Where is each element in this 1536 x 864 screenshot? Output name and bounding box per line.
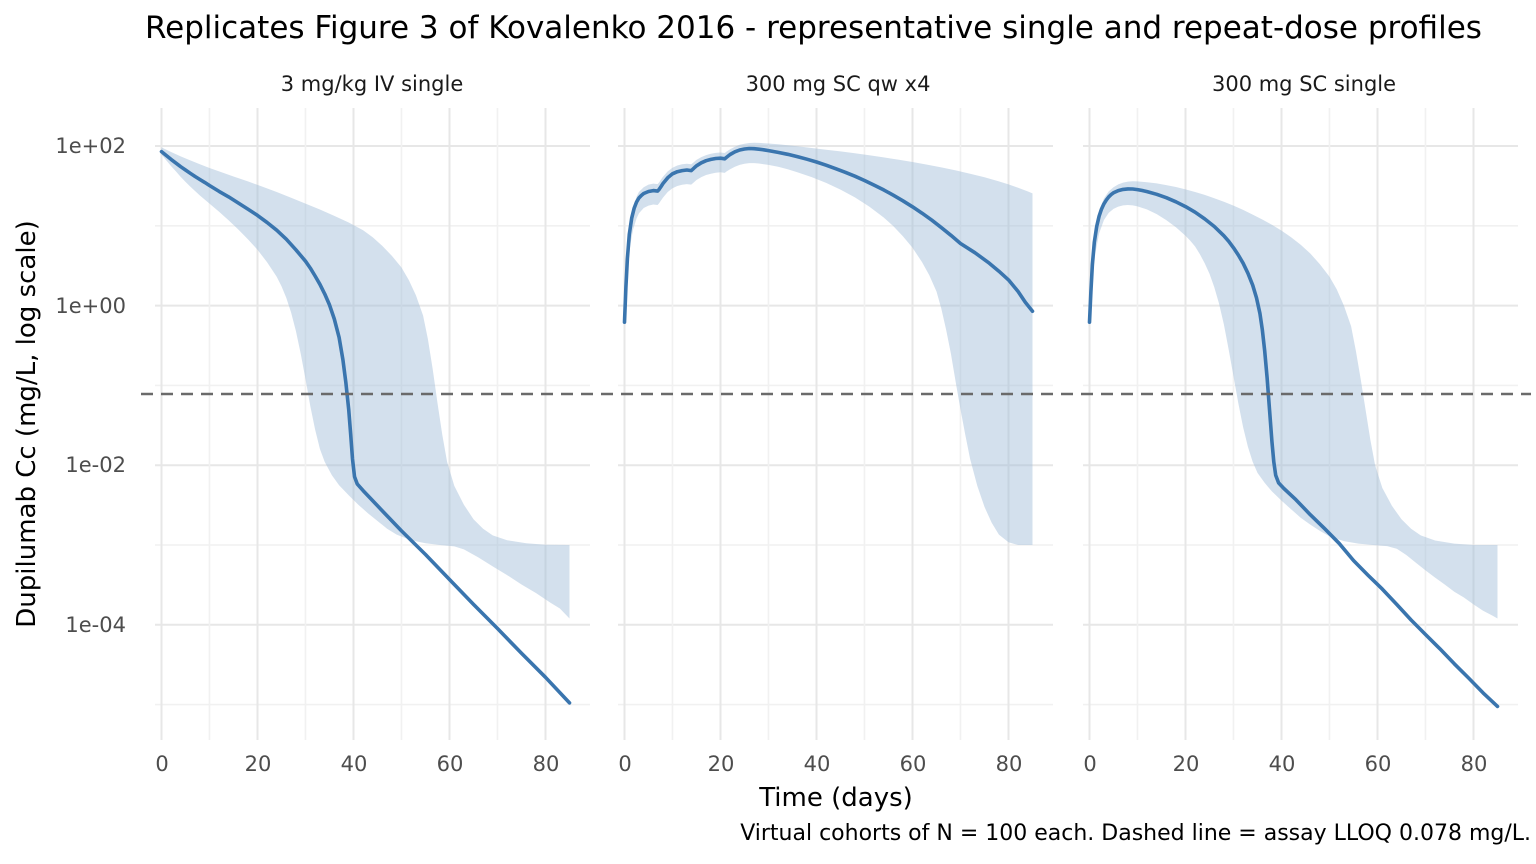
x-tick-label: 20 bbox=[244, 752, 272, 776]
x-tick-label: 20 bbox=[1172, 752, 1200, 776]
ci-ribbon-panel-3 bbox=[1089, 181, 1498, 619]
x-tick-label: 60 bbox=[1364, 752, 1392, 776]
gridlines-panel-1 bbox=[155, 108, 590, 740]
x-tick-label: 0 bbox=[618, 752, 632, 776]
x-tick-label: 80 bbox=[532, 752, 560, 776]
x-tick-label: 80 bbox=[1460, 752, 1488, 776]
x-tick-label: 40 bbox=[803, 752, 831, 776]
median-line-panel-3 bbox=[1087, 187, 1500, 709]
ci-ribbon-panel-1 bbox=[161, 147, 570, 619]
x-tick-label: 60 bbox=[436, 752, 464, 776]
ci-ribbon-panel-2 bbox=[624, 142, 1033, 545]
x-tick-label: 0 bbox=[1083, 752, 1097, 776]
x-tick-label: 40 bbox=[340, 752, 368, 776]
figure-caption: Virtual cohorts of N = 100 each. Dashed … bbox=[740, 821, 1531, 846]
facet-label-sc-single: 300 mg SC single bbox=[1211, 72, 1397, 96]
x-tick-label: 0 bbox=[155, 752, 169, 776]
figure-title: Replicates Figure 3 of Kovalenko 2016 - … bbox=[145, 10, 1482, 46]
y-tick-label: 1e-04 bbox=[65, 613, 126, 637]
x-tick-label: 40 bbox=[1268, 752, 1296, 776]
x-tick-label: 20 bbox=[707, 752, 735, 776]
gridlines-panel-3 bbox=[1083, 108, 1518, 740]
y-tick-label: 1e+02 bbox=[55, 134, 126, 158]
facet-label-iv-single: 3 mg/kg IV single bbox=[280, 72, 464, 96]
x-tick-label: 80 bbox=[995, 752, 1023, 776]
gridlines-panel-2 bbox=[618, 108, 1053, 740]
facet-label-sc-qw-x4: 300 mg SC qw x4 bbox=[745, 72, 931, 96]
median-line-panel-2 bbox=[622, 146, 1035, 324]
x-axis-label: Time (days) bbox=[759, 783, 913, 813]
y-tick-label: 1e-02 bbox=[65, 453, 126, 477]
x-tick-label: 60 bbox=[899, 752, 927, 776]
median-line-panel-1 bbox=[159, 149, 572, 705]
y-tick-label: 1e+00 bbox=[55, 294, 126, 318]
